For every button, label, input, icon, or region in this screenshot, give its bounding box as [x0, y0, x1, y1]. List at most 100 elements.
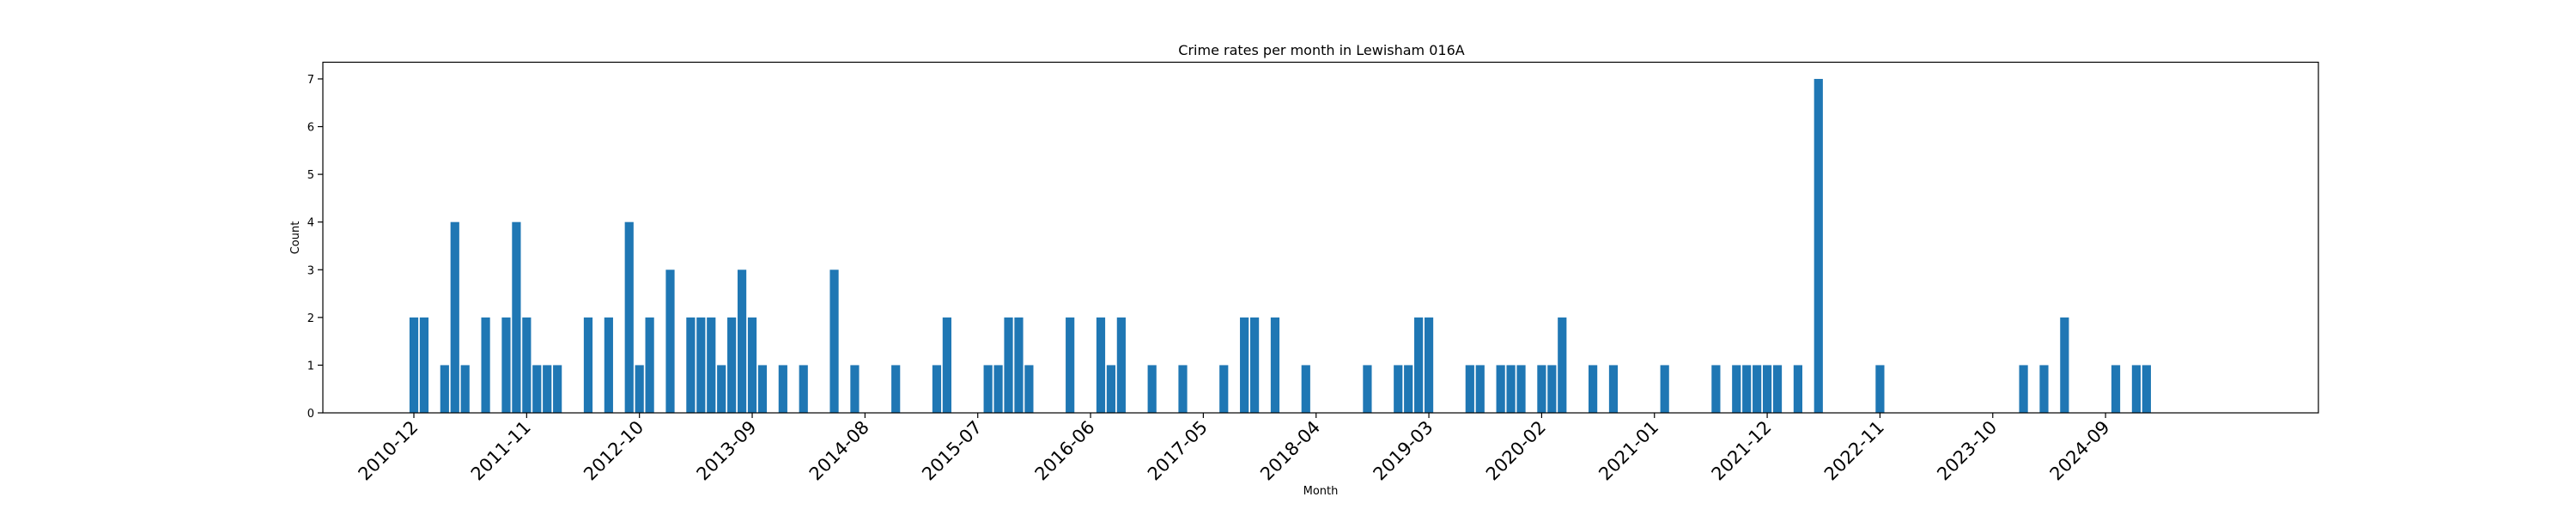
bar-2015-08 [983, 365, 993, 413]
y-tick-label-6: 6 [307, 122, 314, 135]
bar-2013-08 [737, 270, 747, 413]
y-tick-label-0: 0 [307, 408, 314, 421]
bar-2019-02 [1414, 317, 1424, 413]
bar-2021-12 [1762, 365, 1772, 413]
x-tick-label-2016-06: 2016-06 [1031, 417, 1099, 485]
bar-2018-09 [1363, 365, 1372, 413]
bar-2012-09 [624, 221, 634, 413]
bar-2019-07 [1465, 365, 1474, 413]
bar-2012-10 [635, 365, 644, 413]
bar-2019-08 [1475, 365, 1485, 413]
chart-title: Crime rates per month in Lewisham 016A [1178, 42, 1464, 58]
bar-2024-01 [2019, 365, 2028, 413]
bar-2011-01 [419, 317, 429, 413]
x-tick-label-2010-12: 2010-12 [355, 417, 422, 485]
x-tick-label-2017-05: 2017-05 [1144, 417, 1212, 485]
y-tick-label-5: 5 [307, 169, 314, 182]
x-axis: 2010-12 2011-11 2012-10 2013-09 2014-08 2015-… [355, 413, 2114, 485]
bar-2013-04 [696, 317, 706, 413]
bar-2024-10 [2111, 365, 2121, 413]
bar-2021-10 [1742, 365, 1752, 413]
bar-2025-01 [2142, 365, 2151, 413]
bar-2020-04 [1558, 317, 1567, 413]
bar-2016-12 [1147, 365, 1157, 413]
x-tick-label-2015-07: 2015-07 [918, 417, 986, 485]
x-tick-label-2011-11: 2011-11 [467, 417, 535, 485]
bar-2016-08 [1106, 365, 1116, 413]
bar-2022-11 [1875, 365, 1885, 413]
bar-2016-07 [1096, 317, 1106, 413]
bar-2011-09 [501, 317, 511, 413]
bar-2013-07 [727, 317, 737, 413]
bar-2011-05 [460, 365, 470, 413]
bar-2018-12 [1394, 365, 1403, 413]
y-tick-label-1: 1 [307, 360, 314, 373]
bar-2011-10 [512, 221, 521, 413]
bar-2022-01 [1772, 365, 1783, 413]
bar-2020-07 [1589, 365, 1598, 413]
bar-2011-11 [522, 317, 532, 413]
bar-2013-12 [778, 365, 787, 413]
bar-2017-07 [1219, 365, 1229, 413]
bar-2011-07 [481, 317, 490, 413]
bar-2024-12 [2131, 365, 2142, 413]
x-tick-label-2021-12: 2021-12 [1708, 417, 1776, 485]
bar-2010-12 [409, 317, 419, 413]
bar-2011-03 [440, 365, 449, 413]
x-tick-label-2021-01: 2021-01 [1595, 417, 1662, 485]
bar-2017-12 [1270, 317, 1280, 413]
x-tick-label-2023-10: 2023-10 [1933, 417, 2001, 485]
bar-2019-12 [1516, 365, 1526, 413]
x-tick-label-2024-09: 2024-09 [2046, 417, 2114, 485]
bar-2012-11 [645, 317, 654, 413]
plot-area: 0 1 2 3 4 5 6 7 2010-12 2011-11 2012-10 2013-09 201… [307, 61, 2319, 485]
bar-2011-04 [450, 221, 459, 413]
bar-2021-11 [1753, 365, 1762, 413]
bar-2020-02 [1537, 365, 1546, 413]
bar-2018-03 [1301, 365, 1310, 413]
bar-2019-10 [1496, 365, 1505, 413]
bar-2013-05 [707, 317, 716, 413]
bar-2015-12 [1024, 365, 1034, 413]
bar-2016-09 [1116, 317, 1126, 413]
bar-2013-09 [747, 317, 757, 413]
bar-2013-03 [686, 317, 696, 413]
bar-2022-03 [1793, 365, 1802, 413]
bar-2015-11 [1014, 317, 1024, 413]
bar-2021-02 [1660, 365, 1669, 413]
bar-2021-07 [1711, 365, 1721, 413]
bar-2022-05 [1814, 78, 1823, 413]
bar-2020-09 [1608, 365, 1619, 413]
bar-2014-07 [850, 365, 860, 413]
bar-2014-11 [891, 365, 901, 413]
y-tick-label-4: 4 [307, 217, 314, 230]
y-axis: 0 1 2 3 4 5 6 7 [307, 74, 323, 421]
bar-2019-03 [1424, 317, 1434, 413]
bar-2012-01 [543, 365, 552, 413]
y-tick-label-2: 2 [307, 312, 314, 325]
bar-2013-06 [717, 365, 726, 413]
bar-2015-10 [1004, 317, 1013, 413]
bar-2019-01 [1404, 365, 1413, 413]
bar-2014-02 [799, 365, 808, 413]
bar-2016-04 [1066, 317, 1075, 413]
plot-frame [322, 61, 2319, 414]
x-tick-label-2022-11: 2022-11 [1820, 417, 1888, 485]
y-tick-label-3: 3 [307, 264, 314, 277]
bar-2015-03 [932, 365, 942, 413]
bar-2012-07 [604, 317, 613, 413]
bar-2020-03 [1547, 365, 1557, 413]
bar-2012-05 [583, 317, 593, 413]
bar-2013-01 [665, 270, 675, 413]
x-tick-label-2012-10: 2012-10 [580, 417, 647, 485]
bars [409, 78, 2151, 413]
bar-2024-03 [2039, 365, 2049, 413]
x-tick-label-2018-04: 2018-04 [1256, 417, 1324, 485]
y-tick-label-7: 7 [307, 74, 314, 87]
x-tick-label-2020-02: 2020-02 [1482, 417, 1550, 485]
bar-2017-10 [1249, 317, 1260, 413]
bar-2017-09 [1240, 317, 1249, 413]
x-tick-label-2019-03: 2019-03 [1370, 417, 1437, 485]
x-tick-label-2013-09: 2013-09 [693, 417, 761, 485]
